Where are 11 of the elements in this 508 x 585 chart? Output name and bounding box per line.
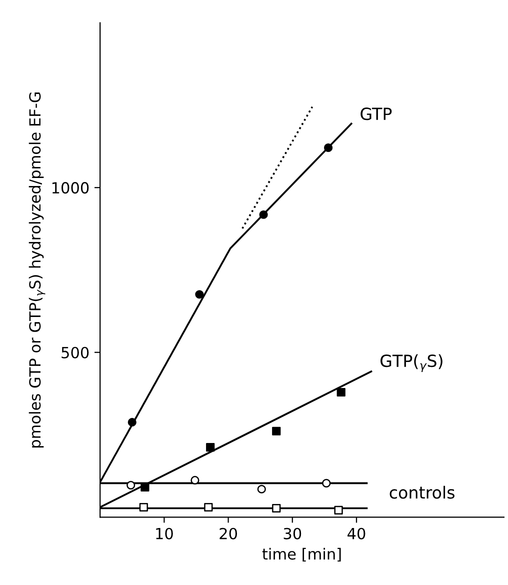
- series-label: GTP($_{γ}$S): [380, 354, 442, 372]
- y-tick-label: 1000: [52, 182, 89, 194]
- x-axis-title: time [min]: [262, 548, 341, 562]
- x-tick-label: 40: [348, 528, 366, 540]
- y-tick-label: 500: [62, 346, 89, 358]
- y-axis-title: pmoles GTP or GTP($_{γ}$S) hydrolyzed/pmole EF-G: [28, 92, 46, 448]
- series-label: GTP: [360, 108, 392, 120]
- x-tick-label: 30: [284, 528, 302, 540]
- annotation: controls: [390, 486, 454, 499]
- x-tick-label: 20: [220, 528, 237, 540]
- x-tick-label: 10: [156, 528, 173, 540]
